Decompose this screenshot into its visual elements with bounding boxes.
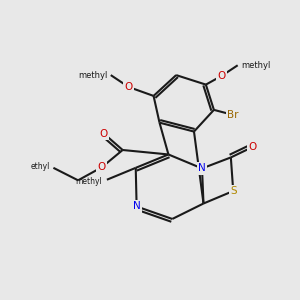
Text: O: O <box>218 71 226 81</box>
Text: methyl: methyl <box>241 61 271 70</box>
Text: O: O <box>100 129 108 139</box>
Text: methyl: methyl <box>76 177 102 186</box>
Text: N: N <box>133 202 140 212</box>
Text: N: N <box>198 164 206 173</box>
Text: O: O <box>124 82 133 92</box>
Text: S: S <box>230 186 236 196</box>
Text: Br: Br <box>227 110 239 120</box>
Text: methyl: methyl <box>78 70 107 80</box>
Text: O: O <box>248 142 257 152</box>
Text: ethyl: ethyl <box>31 162 50 171</box>
Text: O: O <box>98 162 106 172</box>
